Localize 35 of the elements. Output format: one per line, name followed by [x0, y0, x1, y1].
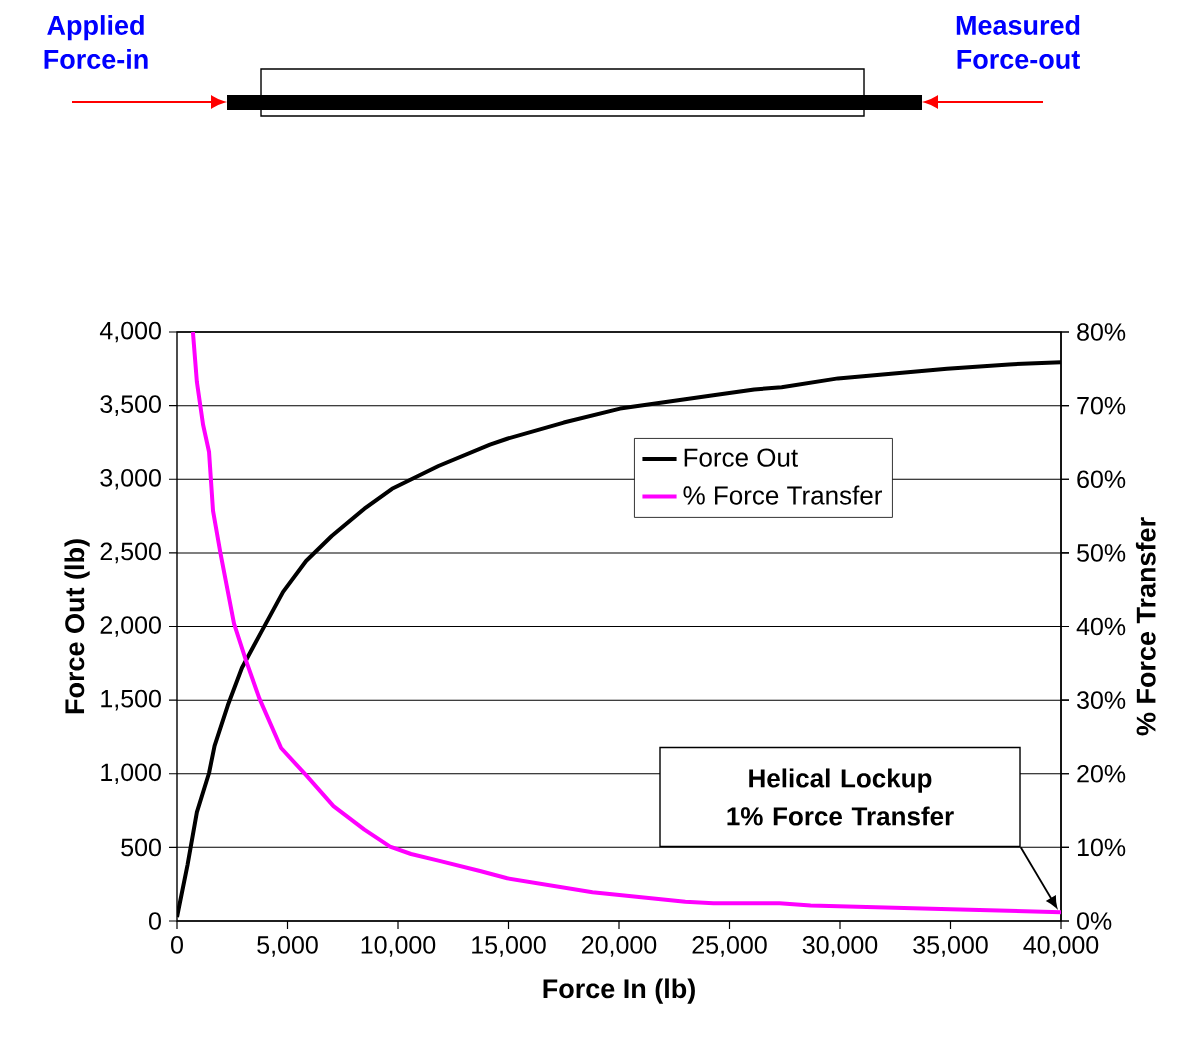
y-tick-label: 2,000	[100, 616, 161, 637]
y2-tick-label: 40%	[1076, 617, 1126, 636]
x-tick-label: 10,000	[361, 936, 436, 957]
x-tick-label: 5,000	[257, 936, 318, 957]
x-tick-label: 40,000	[1023, 936, 1099, 957]
text: Measured Force-out	[956, 15, 1080, 69]
y2-tick-label: 0%	[1077, 912, 1112, 930]
y-tick-label: 2,500	[100, 542, 161, 564]
y-axis-title: Force Out (lb)	[64, 539, 90, 714]
y2-tick-label: 30%	[1077, 691, 1126, 709]
y-tick-label: 1,000	[101, 763, 161, 785]
y2-tick-label: 80%	[1077, 323, 1126, 341]
y2-tick-label: 50%	[1077, 544, 1126, 562]
y2-axis-title: % Force Transfer	[1135, 517, 1156, 736]
y-tick-label: 3,500	[100, 395, 161, 416]
annotation: Helical Lockup 1% Force Transfer	[727, 768, 954, 826]
y2-tick-label: 20%	[1077, 764, 1126, 783]
y-tick-label: 500	[121, 838, 161, 857]
text: Applied Force-in	[44, 15, 148, 69]
x-tick-label: 30,000	[802, 936, 878, 957]
y-tick-label: 0	[149, 912, 161, 930]
legend-label: % Force Transfer	[683, 485, 882, 505]
x-tick-label: 0	[171, 936, 183, 954]
y2-tick-label: 10%	[1077, 838, 1126, 857]
y-tick-label: 3,000	[100, 468, 161, 490]
y-tick-label: 1,500	[101, 689, 161, 711]
y2-tick-label: 70%	[1077, 396, 1126, 415]
x-tick-label: 20,000	[582, 936, 657, 957]
x-tick-label: 15,000	[472, 936, 546, 957]
x-tick-label: 25,000	[692, 936, 767, 957]
legend-label: Force Out	[684, 448, 798, 467]
y2-tick-label: 60%	[1077, 470, 1126, 489]
y-tick-label: 4,000	[99, 321, 161, 343]
x-axis-title: Force In (lb)	[543, 978, 695, 1004]
x-tick-label: 35,000	[913, 936, 988, 957]
